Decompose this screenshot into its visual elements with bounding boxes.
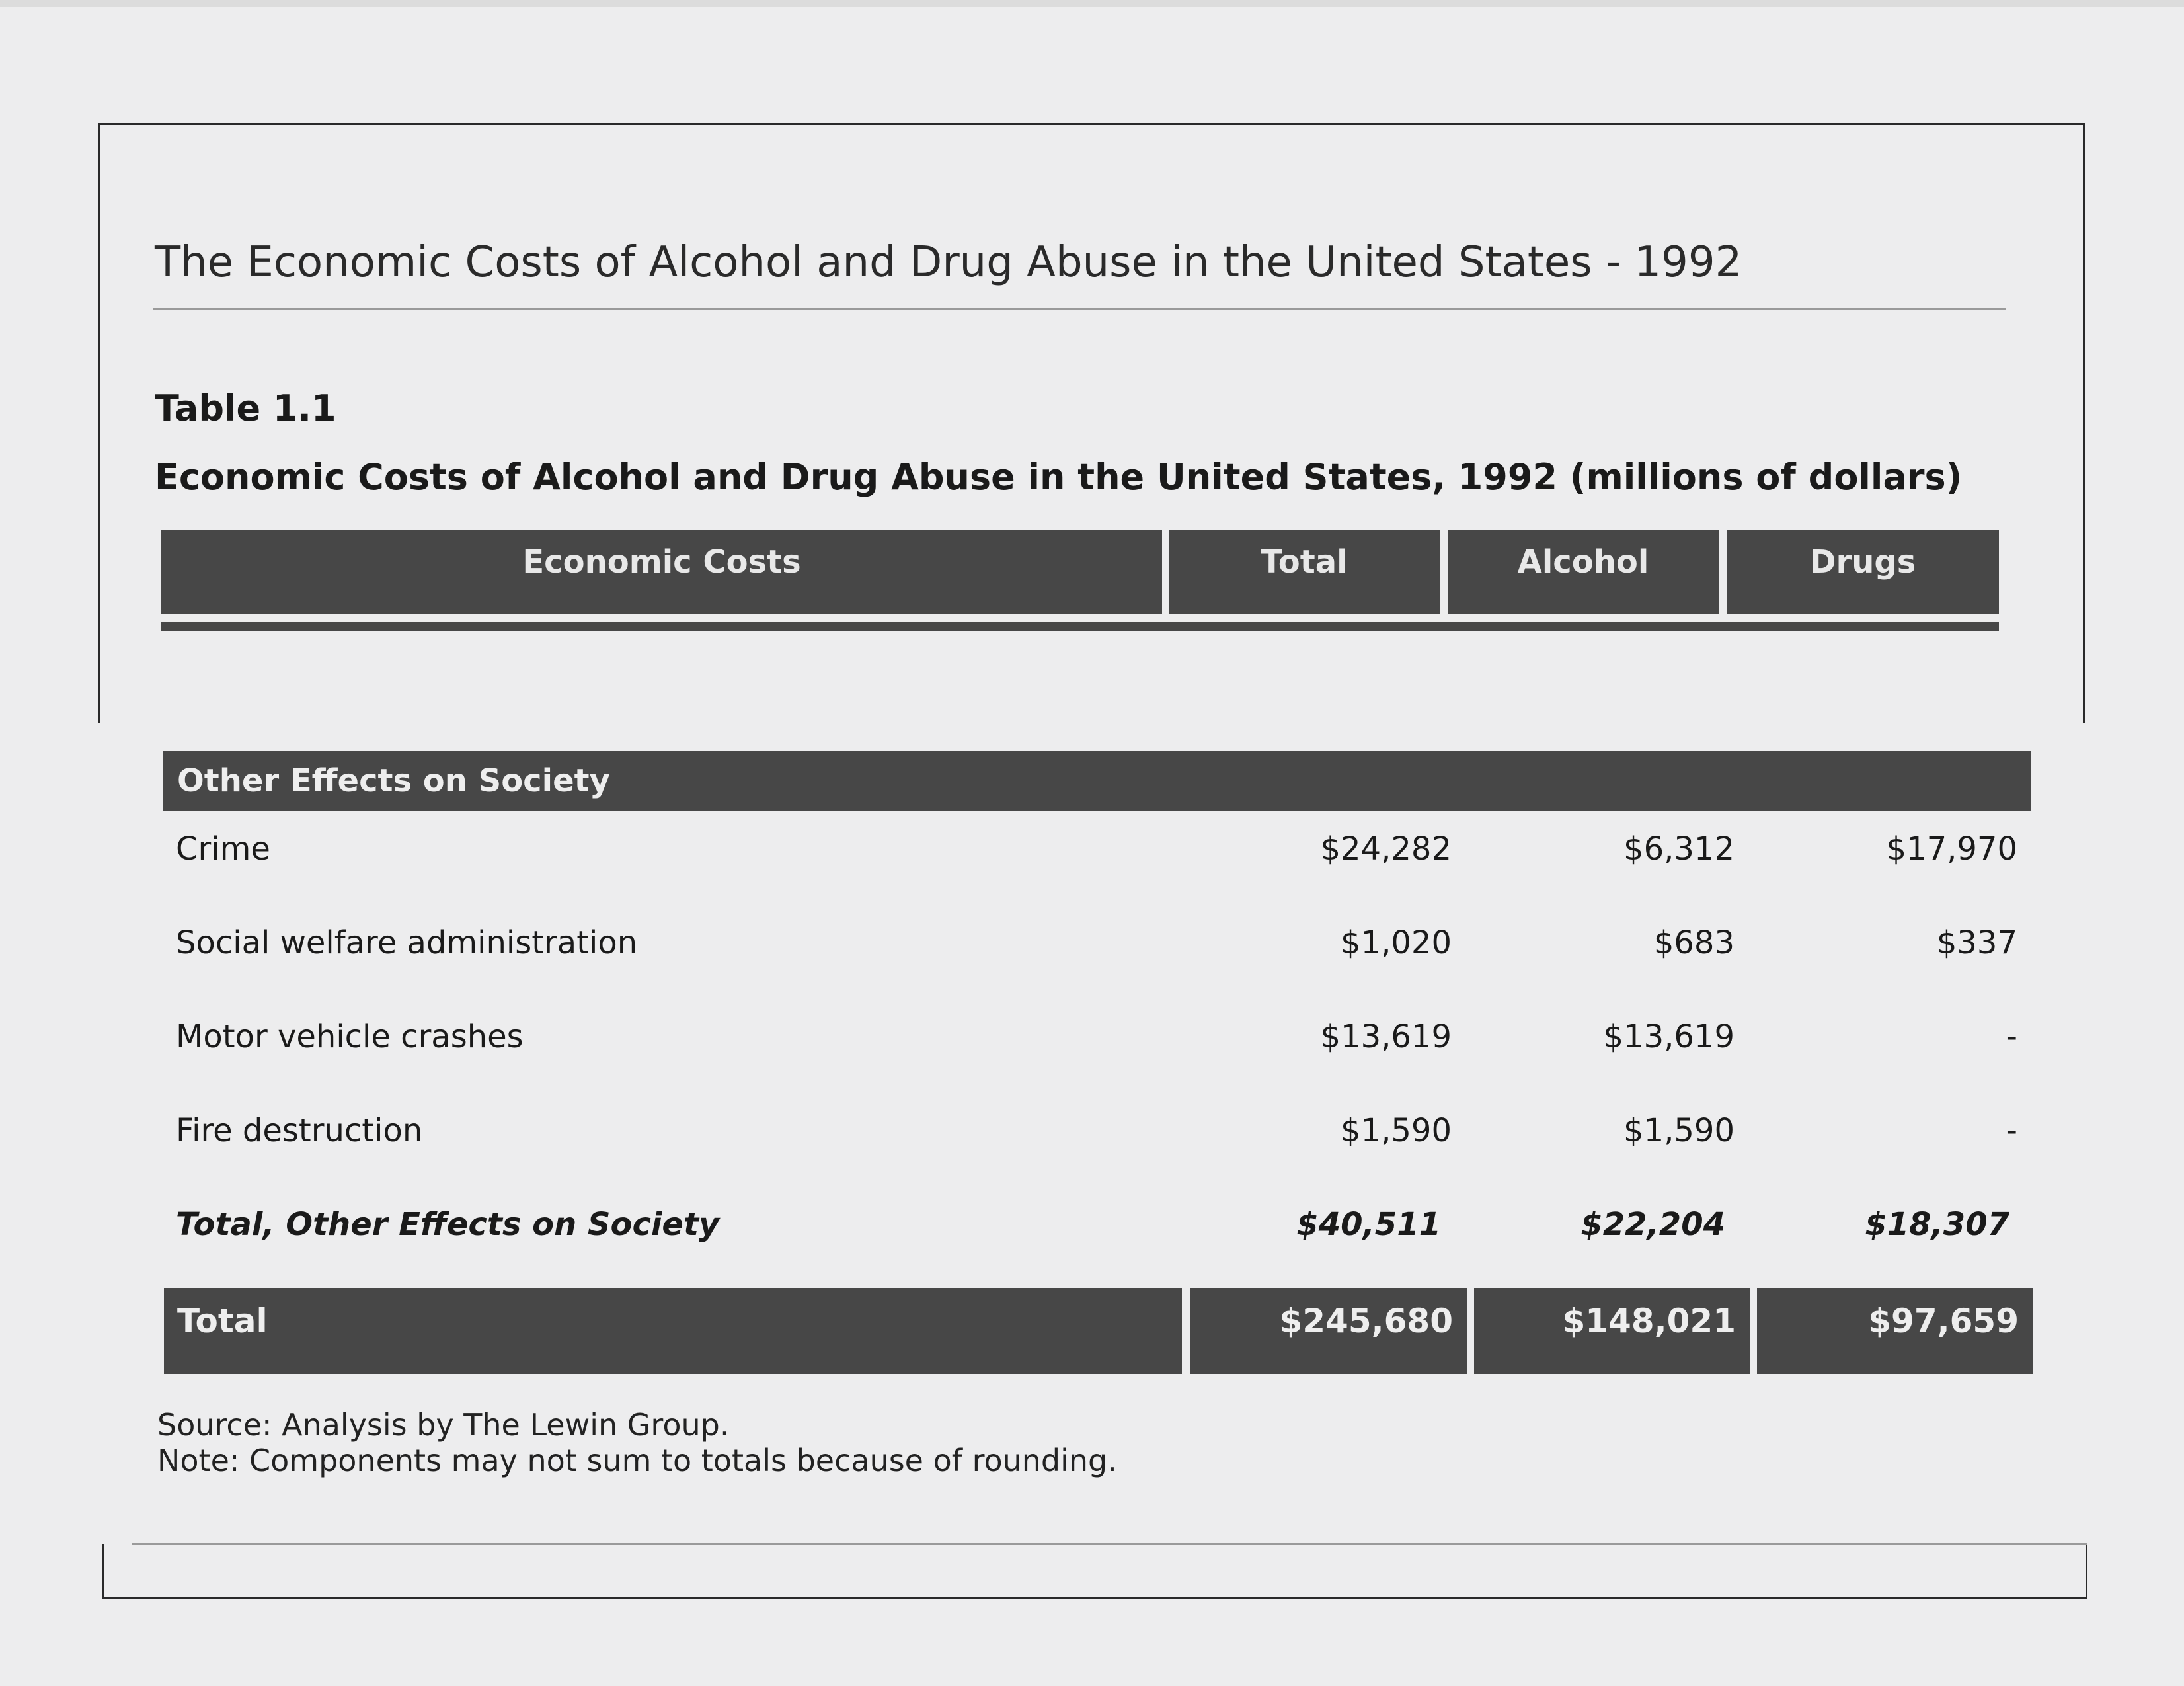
grand-total-drugs: $97,659: [1757, 1288, 2033, 1374]
source-note: Source: Analysis by The Lewin Group.: [157, 1407, 730, 1443]
row-drugs: -: [2006, 1018, 2017, 1055]
page-top-edge: [0, 0, 2184, 7]
subtotal-label: Total, Other Effects on Society: [176, 1206, 720, 1243]
column-header-drugs: Drugs: [1727, 530, 1999, 614]
table-number: Table 1.1: [155, 387, 336, 429]
title-rule: [153, 308, 2006, 310]
column-header-alcohol: Alcohol: [1448, 530, 1719, 614]
row-alcohol: $6,312: [1623, 830, 1735, 867]
row-alcohol: $1,590: [1623, 1112, 1735, 1149]
subtotal-row: Total, Other Effects on Society $40,511 …: [0, 1198, 2184, 1251]
grand-total-label: Total: [164, 1288, 1182, 1374]
table-row: Fire destruction $1,590 $1,590 -: [0, 1104, 2184, 1157]
header-rule: [161, 622, 1999, 631]
row-total: $1,020: [1341, 924, 1452, 961]
document-frame-bottom: [102, 1544, 2087, 1599]
row-label: Motor vehicle crashes: [176, 1018, 524, 1055]
grand-total-total: $245,680: [1190, 1288, 1467, 1374]
row-drugs: -: [2006, 1112, 2017, 1149]
row-alcohol: $683: [1653, 924, 1735, 961]
table-caption: Economic Costs of Alcohol and Drug Abuse…: [155, 456, 1963, 498]
row-label: Fire destruction: [176, 1112, 423, 1149]
row-label: Crime: [176, 830, 270, 867]
document-title: The Economic Costs of Alcohol and Drug A…: [155, 238, 1742, 287]
document-frame-top: [98, 123, 2085, 723]
subtotal-total: $40,511: [1296, 1206, 1441, 1243]
column-header-total: Total: [1169, 530, 1440, 614]
subtotal-alcohol: $22,204: [1580, 1206, 1725, 1243]
row-total: $1,590: [1341, 1112, 1452, 1149]
section-header: Other Effects on Society: [163, 751, 2031, 811]
row-label: Social welfare administration: [176, 924, 638, 961]
table-row: Motor vehicle crashes $13,619 $13,619 -: [0, 1010, 2184, 1063]
subtotal-drugs: $18,307: [1865, 1206, 2009, 1243]
table-row: Crime $24,282 $6,312 $17,970: [0, 823, 2184, 875]
row-alcohol: $13,619: [1603, 1018, 1735, 1055]
rounding-note: Note: Components may not sum to totals b…: [157, 1443, 1117, 1478]
table-row: Social welfare administration $1,020 $68…: [0, 916, 2184, 969]
bottom-rule: [132, 1543, 2087, 1545]
row-total: $13,619: [1320, 1018, 1452, 1055]
row-total: $24,282: [1320, 830, 1452, 867]
grand-total-alcohol: $148,021: [1474, 1288, 1750, 1374]
column-header-economic-costs: Economic Costs: [161, 530, 1162, 614]
row-drugs: $17,970: [1886, 830, 2018, 867]
row-drugs: $337: [1936, 924, 2017, 961]
